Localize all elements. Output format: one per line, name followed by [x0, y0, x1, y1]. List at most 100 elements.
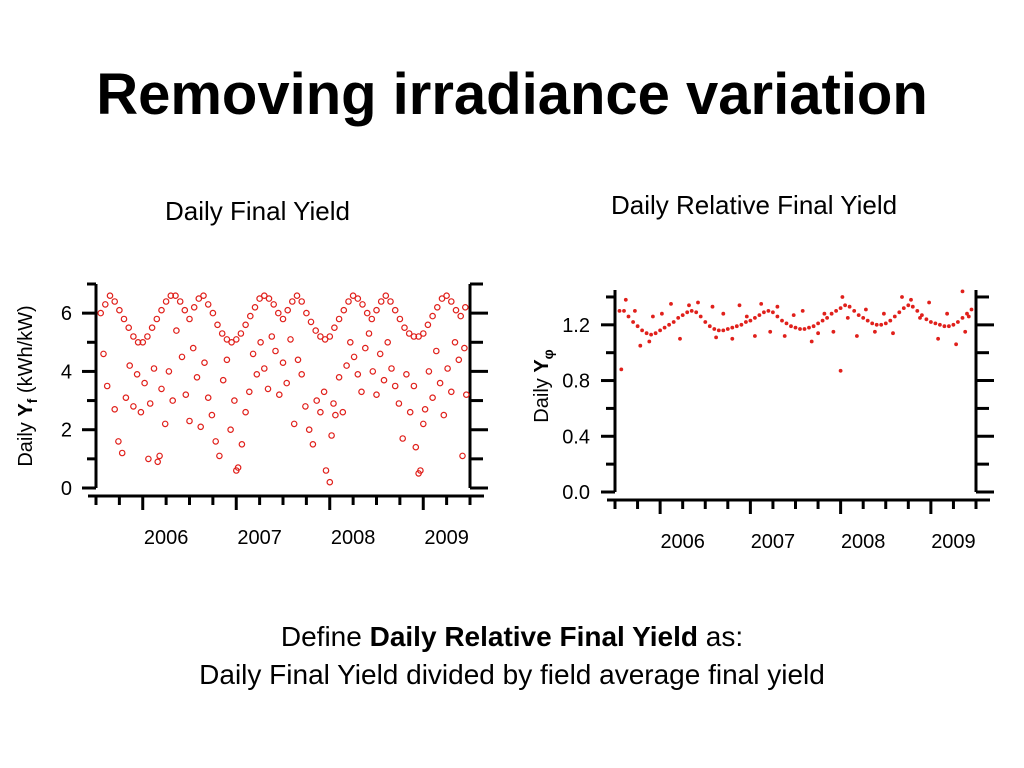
footer-suffix: as:: [697, 621, 744, 652]
left-data-point: [246, 388, 253, 396]
left-data-point: [242, 408, 249, 416]
left-data-point: [118, 449, 126, 457]
right-data-point: [883, 321, 888, 326]
right-data-point: [947, 324, 951, 329]
left-data-point: [455, 356, 463, 364]
right-data-point: [640, 328, 644, 333]
left-x-tick-label: 2008: [331, 527, 376, 549]
left-data-point: [320, 388, 328, 396]
left-data-point: [363, 309, 371, 317]
left-data-point: [208, 411, 216, 419]
left-data-point: [283, 379, 291, 387]
left-data-point: [237, 330, 245, 337]
left-data-point: [391, 306, 399, 314]
left-data-point: [120, 315, 128, 323]
left-data-point: [368, 315, 376, 323]
left-data-point: [331, 324, 338, 332]
left-data-point: [424, 321, 432, 329]
left-data-point: [359, 301, 366, 308]
left-data-point: [158, 306, 165, 314]
right-data-point: [845, 316, 850, 320]
left-data-point: [231, 397, 238, 404]
right-data-point: [775, 314, 780, 319]
right-data-point: [658, 328, 662, 333]
left-data-point: [354, 295, 362, 302]
left-data-point: [457, 312, 465, 320]
right-data-point: [820, 318, 825, 323]
left-y-axis-label: Daily Yf (kWh/kW): [15, 305, 40, 466]
left-data-point: [264, 385, 272, 393]
right-data-point: [927, 300, 931, 305]
left-data-point: [216, 452, 223, 460]
right-data-point: [969, 307, 974, 312]
right-data-point: [816, 321, 820, 326]
left-data-point: [322, 467, 330, 474]
left-data-point: [332, 411, 339, 419]
left-data-point: [182, 391, 190, 399]
left-data-point: [438, 295, 446, 302]
right-data-point: [838, 306, 843, 310]
left-data-point: [172, 292, 179, 300]
left-data-point: [122, 394, 130, 402]
left-data-point: [158, 385, 165, 393]
left-data-point: [358, 388, 365, 396]
left-data-point: [429, 394, 436, 402]
right-data-point: [730, 325, 735, 330]
left-data-point: [204, 394, 212, 402]
right-data-point: [791, 313, 796, 317]
right-data-point: [737, 303, 742, 308]
left-data-point: [275, 391, 283, 399]
right-x-tick-label: 2006: [660, 531, 705, 553]
right-data-point: [906, 303, 911, 308]
left-data-point: [106, 292, 114, 300]
left-data-point: [461, 303, 469, 311]
left-data-point: [377, 298, 385, 305]
left-data-point: [242, 321, 249, 329]
left-data-point: [440, 411, 448, 419]
left-data-point: [141, 379, 148, 387]
left-data-point: [201, 359, 208, 367]
left-data-point: [181, 306, 189, 314]
right-data-point: [633, 309, 637, 313]
left-data-point: [279, 315, 287, 323]
right-data-point: [644, 331, 649, 336]
right-data-point: [660, 311, 664, 316]
left-data-point: [274, 309, 282, 317]
left-data-point: [401, 324, 408, 332]
left-data-point: [421, 405, 429, 413]
left-data-point: [223, 336, 231, 343]
left-data-point: [223, 356, 231, 364]
left-data-point: [178, 353, 186, 361]
right-data-point: [753, 316, 757, 320]
left-data-point: [162, 298, 170, 305]
left-data-point: [173, 327, 180, 334]
left-data-point: [260, 365, 268, 372]
right-data-point: [638, 343, 643, 348]
left-data-point: [369, 368, 377, 375]
left-data-point: [425, 368, 433, 375]
right-data-point: [714, 335, 718, 340]
right-data-point: [897, 310, 902, 315]
right-data-point: [829, 311, 834, 316]
right-data-point: [892, 314, 897, 319]
left-data-point: [459, 452, 466, 460]
left-data-point: [340, 306, 348, 314]
right-data-point: [687, 303, 691, 308]
right-data-point: [873, 329, 877, 334]
right-y-tick-label: 1.2: [562, 315, 590, 337]
left-data-point: [97, 309, 105, 317]
left-data-point: [461, 344, 468, 352]
right-data-point: [622, 309, 626, 313]
left-data-point: [307, 318, 315, 326]
left-data-point: [193, 373, 201, 381]
right-data-point: [865, 318, 870, 323]
right-y-axis-label: Daily Yφ: [531, 349, 556, 422]
right-data-point: [707, 324, 712, 329]
left-data-point: [298, 370, 306, 378]
right-data-point: [712, 327, 717, 331]
right-data-point: [669, 302, 673, 306]
right-data-point: [809, 339, 814, 344]
right-chart-title: Daily Relative Final Yield: [611, 190, 898, 220]
right-data-point: [901, 306, 906, 310]
